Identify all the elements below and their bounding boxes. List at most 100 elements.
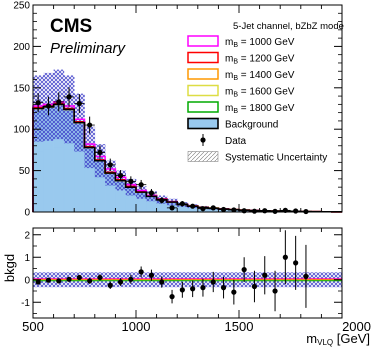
legend-label: mB = 1400 GeV [225, 70, 295, 82]
ratio-point [220, 285, 227, 291]
background-core-bar [84, 170, 96, 212]
status-label: Preliminary [50, 40, 127, 57]
data-point [107, 162, 113, 168]
background-core-bar [63, 149, 75, 212]
data-point [262, 208, 268, 214]
background-core-bar [125, 193, 137, 212]
experiment-label: CMS [50, 16, 92, 37]
background-core-bar [43, 149, 54, 212]
legend-label: mB = 1800 GeV [225, 103, 295, 115]
legend: 5-Jet channel, bZbZ mode mB = 1000 GeV mB… [187, 21, 344, 164]
ratio-point [293, 260, 299, 266]
data-point [200, 206, 206, 212]
ratio-y-axis: -1 0 1 2 [21, 230, 342, 314]
background-core-bar [187, 206, 199, 212]
ratio-point [76, 274, 82, 281]
ratio-point [35, 279, 41, 285]
ratio-point [231, 289, 237, 295]
background-core-bar [115, 189, 126, 212]
data-point [241, 208, 247, 214]
background-core-bar [33, 151, 44, 212]
main-y-axis: 0 50 100 150 200 250 [13, 1, 342, 219]
legend-swatch [187, 101, 219, 113]
y-tick-label: 150 [13, 83, 30, 94]
data-point [272, 208, 278, 214]
data-point [87, 122, 93, 128]
ratio-point [56, 278, 62, 284]
ratio-point [159, 279, 165, 285]
legend-swatch [187, 51, 219, 64]
ratio-y-tick-label: 1 [24, 253, 30, 264]
data-point [251, 208, 258, 214]
ratio-point [117, 279, 124, 285]
legend-swatch-uncertainty [187, 151, 219, 162]
ratio-point [138, 269, 144, 275]
ratio-points [35, 230, 309, 312]
data-point [293, 208, 299, 214]
data-point [190, 203, 196, 209]
ratio-point [262, 272, 268, 278]
ratio-point [97, 274, 103, 281]
ratio-point [272, 288, 278, 294]
ratio-point [128, 276, 134, 282]
legend-title: 5-Jet channel, bZbZ mode [233, 21, 344, 32]
data-point [128, 178, 134, 184]
ratio-point [107, 282, 113, 288]
legend-label: Data [225, 136, 247, 147]
legend-swatch [187, 35, 219, 47]
data-point [210, 205, 216, 211]
legend-swatch-background [187, 117, 219, 130]
ratio-y-tick-label: -1 [21, 298, 30, 309]
legend-label: Background [225, 120, 278, 131]
data-point [76, 100, 82, 107]
main-panel: 0 50 100 150 200 250 CMS Preliminary 5-Jet ch… [13, 1, 344, 219]
legend-label: mB = 1600 GeV [225, 87, 295, 99]
legend-label: Systematic Uncertainty [225, 153, 327, 164]
legend-swatch [187, 68, 219, 80]
data-point [231, 207, 237, 213]
data-point [159, 197, 165, 204]
ratio-y-tick-label: 0 [24, 275, 30, 286]
ratio-y-tick-label: 2 [24, 230, 30, 241]
data-point [45, 103, 52, 109]
main-axes-frame [32, 4, 343, 213]
background-core-bar [105, 185, 116, 212]
x-axis-label: mVLQ [GeV] [306, 331, 370, 347]
ratio-point [45, 277, 52, 283]
y-tick-label: 0 [24, 208, 30, 219]
data-point [220, 206, 227, 213]
background-core-bar [136, 197, 147, 212]
x-tick-label: 1000 [122, 319, 151, 334]
x-tick-label: 1500 [225, 319, 254, 334]
data-point [138, 182, 144, 188]
data-point [56, 99, 62, 105]
legend-swatch-data [200, 137, 206, 143]
ratio-axes-frame [32, 227, 343, 319]
y-tick-label: 250 [13, 1, 30, 12]
ratio-x-axis: 500 1000 1500 2000 [22, 228, 371, 334]
ratio-point [169, 294, 175, 300]
data-point [169, 205, 175, 211]
ratio-point [251, 283, 258, 290]
ratio-point [200, 285, 206, 291]
ratio-point [303, 273, 309, 279]
legend-swatch [187, 84, 219, 97]
background-core-bar [177, 205, 188, 212]
background-core-bar [94, 178, 106, 212]
x-tick-label: 500 [22, 319, 44, 334]
ratio-point [282, 254, 288, 260]
y-tick-label: 200 [13, 42, 30, 53]
ratio-reference-lines [33, 278, 342, 282]
data-point [97, 149, 103, 155]
data-point [117, 172, 124, 179]
ratio-point [87, 278, 93, 284]
background-core-bar [53, 147, 65, 212]
ratio-point [210, 279, 216, 285]
main-x-axis-ticks [32, 5, 343, 212]
background-core-bar [146, 199, 157, 212]
ratio-point [190, 286, 196, 292]
ratio-point [179, 287, 185, 293]
y-tick-label: 100 [13, 125, 30, 136]
background-core-bar [156, 202, 168, 212]
